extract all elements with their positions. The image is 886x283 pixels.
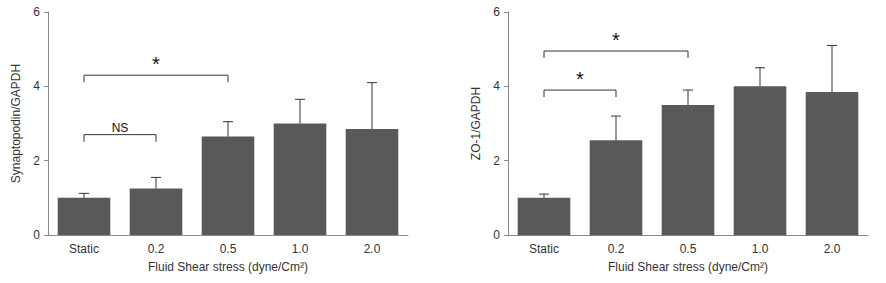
svg-text:*: * — [612, 29, 620, 51]
svg-text:1.0: 1.0 — [752, 242, 769, 256]
svg-text:0.5: 0.5 — [220, 242, 237, 256]
svg-text:*: * — [576, 68, 584, 90]
svg-text:ZO-1/GAPDH: ZO-1/GAPDH — [469, 87, 483, 160]
svg-text:4: 4 — [493, 79, 500, 93]
svg-text:6: 6 — [493, 5, 500, 19]
svg-text:4: 4 — [33, 79, 40, 93]
svg-text:Fluid Shear stress (dyne/Cm²): Fluid Shear stress (dyne/Cm²) — [608, 260, 768, 274]
svg-text:0: 0 — [493, 228, 500, 242]
svg-text:Static: Static — [69, 242, 99, 256]
svg-text:0: 0 — [33, 228, 40, 242]
svg-text:NS: NS — [112, 121, 129, 135]
svg-text:*: * — [152, 53, 160, 75]
svg-text:Static: Static — [529, 242, 559, 256]
svg-text:2.0: 2.0 — [824, 242, 841, 256]
svg-text:Synaptopodin/GAPDH: Synaptopodin/GAPDH — [9, 64, 23, 183]
svg-text:0.5: 0.5 — [680, 242, 697, 256]
svg-text:2: 2 — [493, 154, 500, 168]
svg-text:2.0: 2.0 — [364, 242, 381, 256]
svg-text:0.2: 0.2 — [148, 242, 165, 256]
svg-text:0.2: 0.2 — [608, 242, 625, 256]
svg-text:6: 6 — [33, 5, 40, 19]
svg-text:2: 2 — [33, 154, 40, 168]
svg-text:1.0: 1.0 — [292, 242, 309, 256]
svg-text:Fluid Shear stress (dyne/Cm²): Fluid Shear stress (dyne/Cm²) — [148, 260, 308, 274]
